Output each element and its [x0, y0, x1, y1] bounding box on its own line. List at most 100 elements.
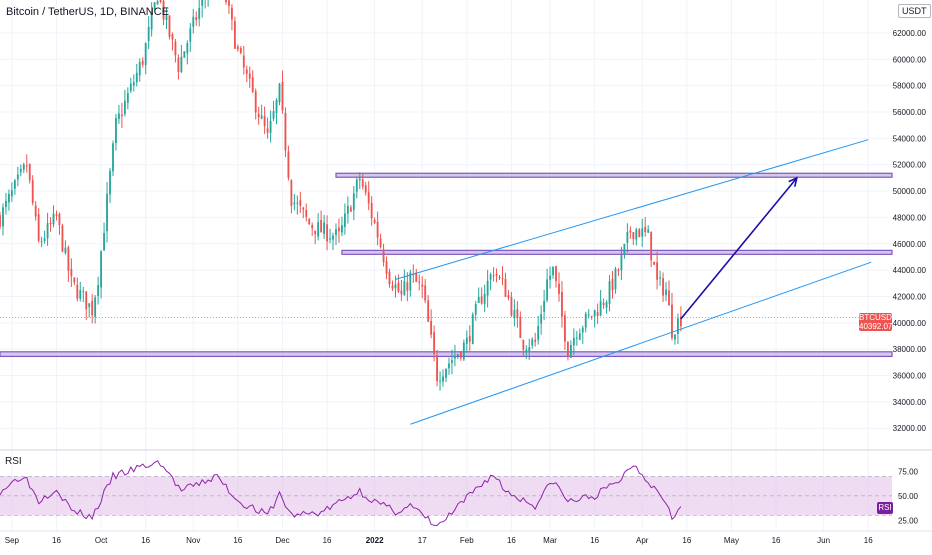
candle-body[interactable]	[266, 128, 269, 133]
candle-body[interactable]	[558, 283, 560, 294]
candle-body[interactable]	[638, 229, 641, 238]
candle-body[interactable]	[468, 336, 471, 342]
candle-body[interactable]	[5, 200, 7, 208]
candle-body[interactable]	[674, 334, 676, 340]
candle-body[interactable]	[174, 41, 177, 56]
candle-body[interactable]	[480, 296, 483, 304]
candle-body[interactable]	[88, 303, 91, 307]
candle-body[interactable]	[400, 290, 403, 295]
candle-body[interactable]	[329, 238, 331, 240]
rsi-indicator-label[interactable]: RSI	[5, 456, 22, 467]
candle-body[interactable]	[498, 277, 501, 279]
candle-body[interactable]	[326, 224, 328, 242]
candle-body[interactable]	[590, 315, 593, 318]
candle-body[interactable]	[507, 295, 510, 298]
candle-body[interactable]	[332, 235, 334, 240]
candle-body[interactable]	[58, 213, 61, 226]
candle-body[interactable]	[361, 179, 364, 187]
candle-body[interactable]	[153, 2, 156, 10]
candle-body[interactable]	[284, 112, 287, 151]
candle-body[interactable]	[94, 297, 97, 317]
candle-body[interactable]	[552, 266, 554, 276]
candle-body[interactable]	[373, 219, 376, 223]
candle-body[interactable]	[495, 273, 498, 276]
candle-body[interactable]	[305, 209, 308, 217]
candle-body[interactable]	[269, 120, 272, 134]
candle-body[interactable]	[115, 118, 117, 144]
candle-body[interactable]	[64, 247, 67, 254]
candle-body[interactable]	[578, 333, 581, 340]
candle-body[interactable]	[100, 251, 103, 288]
candle-body[interactable]	[456, 354, 459, 356]
candle-body[interactable]	[287, 151, 290, 178]
candle-body[interactable]	[323, 222, 326, 234]
candle-body[interactable]	[16, 174, 19, 180]
candle-body[interactable]	[385, 261, 388, 274]
candle-body[interactable]	[260, 115, 263, 119]
candle-body[interactable]	[22, 164, 25, 170]
candle-body[interactable]	[653, 261, 656, 265]
candle-body[interactable]	[608, 281, 611, 304]
candle-body[interactable]	[118, 113, 120, 119]
candle-body[interactable]	[7, 193, 10, 203]
candle-body[interactable]	[659, 277, 662, 279]
candle-body[interactable]	[242, 55, 245, 68]
candle-body[interactable]	[424, 285, 427, 301]
candle-body[interactable]	[245, 69, 248, 74]
candle-body[interactable]	[584, 313, 587, 328]
candle-body[interactable]	[564, 315, 566, 342]
candle-body[interactable]	[183, 51, 186, 58]
rsi-line[interactable]	[0, 460, 682, 527]
candle-body[interactable]	[477, 296, 480, 303]
candle-body[interactable]	[436, 355, 439, 382]
candle-body[interactable]	[620, 254, 623, 271]
candle-body[interactable]	[147, 26, 150, 41]
candle-body[interactable]	[593, 310, 596, 317]
candle-body[interactable]	[367, 192, 370, 204]
candle-body[interactable]	[2, 207, 4, 227]
candle-body[interactable]	[572, 337, 575, 346]
candle-body[interactable]	[343, 213, 346, 227]
candle-body[interactable]	[272, 111, 275, 119]
candle-body[interactable]	[602, 302, 605, 306]
candle-body[interactable]	[534, 339, 537, 342]
candle-body[interactable]	[251, 77, 254, 92]
candle-body[interactable]	[486, 280, 489, 296]
candle-body[interactable]	[281, 81, 284, 111]
candle-body[interactable]	[566, 342, 569, 357]
candle-body[interactable]	[106, 193, 108, 232]
candle-body[interactable]	[445, 369, 447, 378]
candle-body[interactable]	[302, 207, 305, 210]
candle-body[interactable]	[451, 360, 453, 363]
candle-body[interactable]	[132, 82, 135, 86]
candle-body[interactable]	[168, 15, 171, 37]
candle-body[interactable]	[581, 327, 584, 333]
candle-body[interactable]	[129, 83, 132, 91]
candle-body[interactable]	[91, 300, 94, 316]
candle-body[interactable]	[382, 249, 385, 262]
candle-body[interactable]	[61, 225, 64, 252]
candle-body[interactable]	[278, 83, 281, 103]
candle-body[interactable]	[599, 301, 602, 316]
candle-body[interactable]	[296, 202, 299, 204]
candle-body[interactable]	[465, 337, 468, 344]
candle-body[interactable]	[442, 376, 444, 382]
candle-body[interactable]	[290, 180, 293, 206]
candle-body[interactable]	[543, 300, 546, 312]
candle-body[interactable]	[632, 232, 635, 239]
candle-body[interactable]	[109, 170, 111, 195]
candle-body[interactable]	[159, 0, 162, 2]
candle-body[interactable]	[79, 290, 82, 299]
candle-body[interactable]	[186, 43, 189, 54]
candle-body[interactable]	[299, 200, 302, 206]
candle-body[interactable]	[189, 28, 192, 42]
candle-body[interactable]	[230, 7, 233, 20]
candle-body[interactable]	[561, 291, 563, 317]
candle-body[interactable]	[248, 73, 251, 79]
candle-body[interactable]	[257, 113, 260, 118]
candle-body[interactable]	[379, 238, 382, 248]
candle-body[interactable]	[647, 229, 650, 233]
candle-body[interactable]	[162, 0, 165, 20]
candle-body[interactable]	[156, 1, 159, 5]
